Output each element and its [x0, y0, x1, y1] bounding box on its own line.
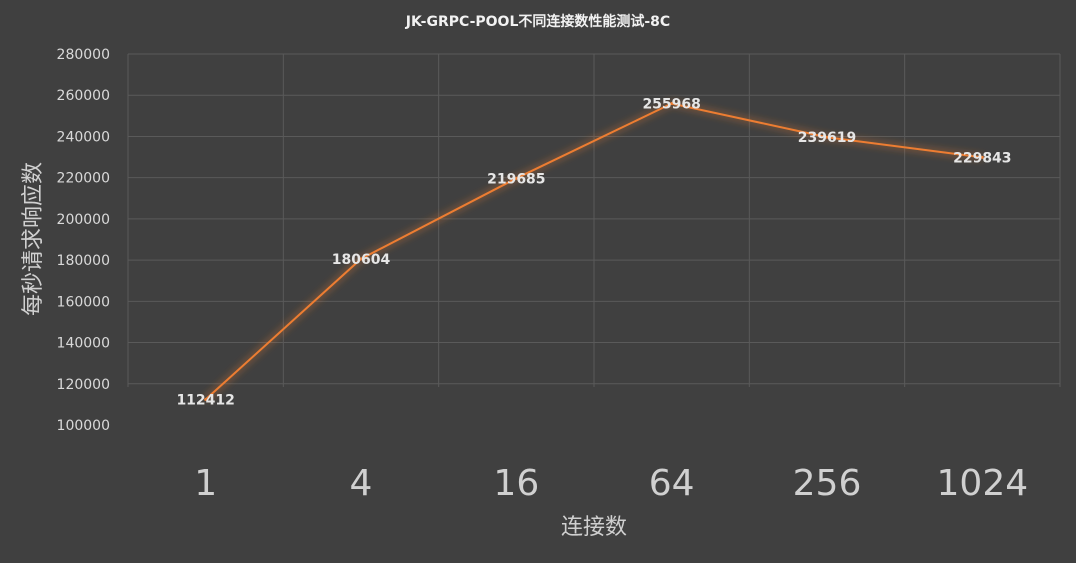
y-tick-label: 180000 [57, 253, 110, 269]
series-line [204, 102, 983, 401]
y-tick-label: 240000 [57, 129, 110, 145]
y-tick-label: 120000 [57, 377, 110, 393]
data-label: 239619 [798, 130, 856, 146]
y-tick-label: 160000 [57, 294, 110, 310]
y-tick-label: 280000 [57, 47, 110, 63]
data-label: 180604 [332, 252, 391, 268]
y-tick-label: 260000 [57, 88, 110, 104]
x-tick-label: 64 [649, 463, 695, 504]
data-point [670, 102, 674, 106]
data-point [514, 176, 518, 180]
y-tick-label: 140000 [57, 336, 110, 352]
x-tick-label: 1024 [937, 463, 1029, 504]
data-label: 229843 [953, 150, 1011, 166]
x-axis-label: 连接数 [561, 515, 627, 540]
y-tick-label: 200000 [57, 212, 110, 228]
x-tick-label: 256 [793, 463, 862, 504]
data-labels: 112412 180604 219685 255968 239619 229843 [176, 97, 1011, 409]
data-label: 112412 [176, 392, 234, 408]
y-tick-label: 220000 [57, 171, 110, 187]
data-point [825, 135, 829, 139]
data-point [980, 155, 984, 159]
series-layer [204, 102, 984, 401]
data-point [204, 397, 208, 401]
grid: 100000 120000 140000 160000 180000 200000 2200… [57, 47, 1061, 504]
x-tick-label: 1 [194, 463, 217, 504]
data-point [359, 257, 363, 261]
data-label: 255968 [642, 97, 700, 113]
chart-title: JK-GRPC-POOL不同连接数性能测试-8C [405, 13, 670, 30]
data-label: 219685 [487, 171, 545, 187]
y-axis-label: 每秒请求响应数 [21, 162, 46, 316]
x-tick-label: 4 [350, 463, 373, 504]
x-tick-label: 16 [493, 463, 539, 504]
y-tick-label: 100000 [57, 418, 110, 434]
